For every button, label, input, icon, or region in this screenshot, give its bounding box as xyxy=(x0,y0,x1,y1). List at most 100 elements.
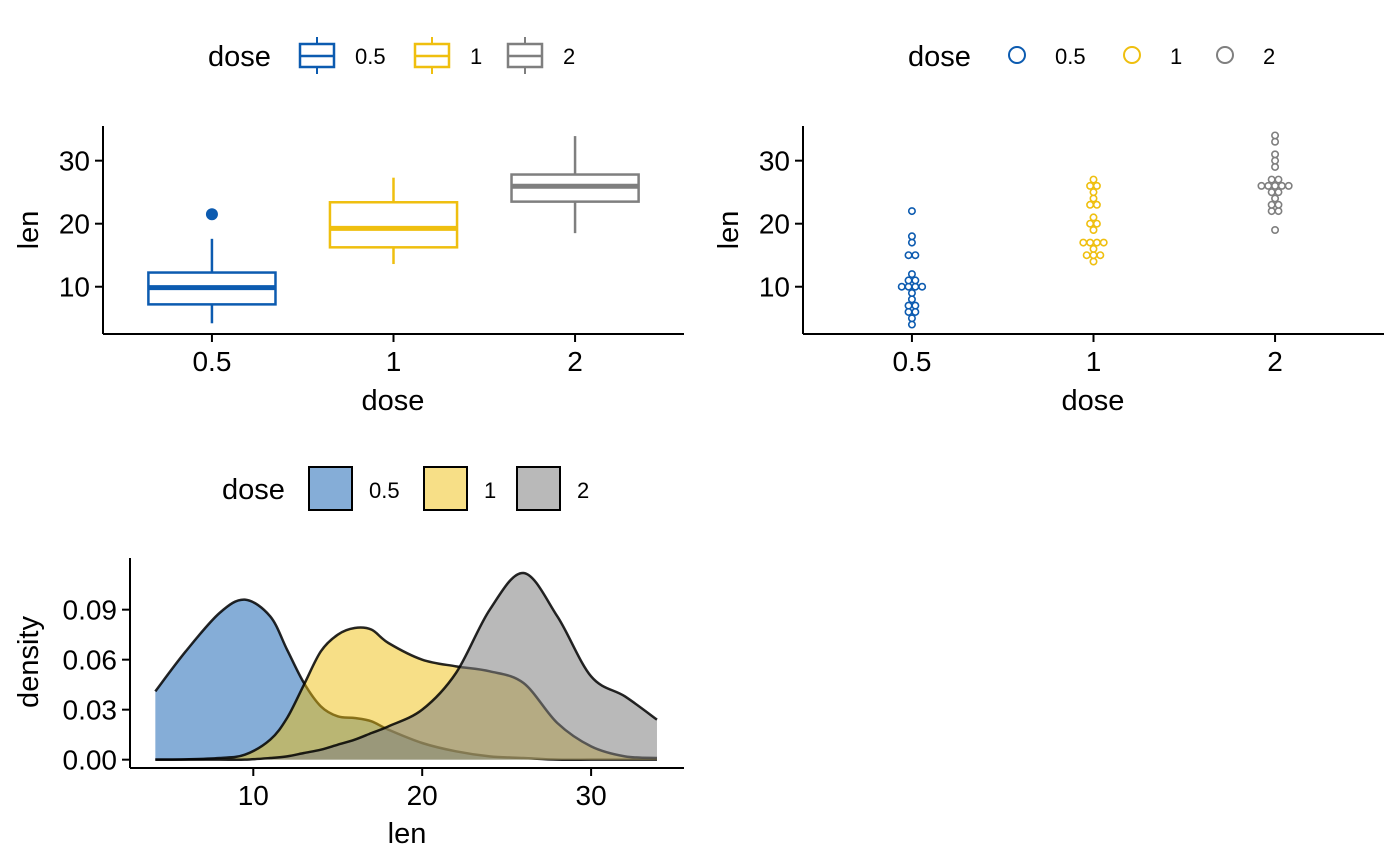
legend-label: 1 xyxy=(1170,44,1182,69)
dot-point xyxy=(904,276,913,285)
legend-label: 2 xyxy=(563,44,575,69)
dot-point xyxy=(1271,162,1280,171)
boxplot-marks xyxy=(147,136,640,324)
y-ticks: 10 20 30 xyxy=(759,146,803,303)
density-panel: dose 0.5 1 2 0.00 0.03 0.06 0.09 10 20 30 len… xyxy=(13,466,684,850)
x-axis-title: dose xyxy=(1062,385,1125,417)
dotplot-marks xyxy=(897,131,1293,329)
dot-point xyxy=(1271,131,1280,140)
dot-point xyxy=(904,251,913,260)
legend-label: 0.5 xyxy=(369,478,400,503)
dot-point xyxy=(907,289,916,298)
legend-label: 2 xyxy=(577,478,589,503)
x-ticks: 0.5 1 2 xyxy=(892,334,1283,377)
legend-key-1 xyxy=(1123,46,1141,64)
x-tick-label: 1 xyxy=(386,346,402,377)
dot-point xyxy=(907,295,916,304)
dot-point xyxy=(1099,238,1108,247)
dot-point xyxy=(1092,200,1101,209)
dot-point xyxy=(1089,188,1098,197)
x-axis-title: dose xyxy=(362,385,425,417)
dot-point xyxy=(1089,244,1098,253)
dot-point xyxy=(1267,200,1276,209)
dot-point xyxy=(907,320,916,329)
boxplot-panel: dose 0.5 1 2 xyxy=(13,37,684,417)
dot-point xyxy=(907,232,916,241)
dot-point xyxy=(1086,238,1095,247)
density-area-0.5 xyxy=(155,599,657,760)
dot-point xyxy=(1271,181,1280,190)
dot-point xyxy=(907,270,916,279)
dot-point xyxy=(1079,238,1088,247)
legend-key-0.5 xyxy=(308,466,353,511)
y-tick-label: 0.00 xyxy=(63,745,118,776)
y-tick-label: 0.09 xyxy=(63,595,118,626)
y-tick-label: 0.03 xyxy=(63,695,118,726)
x-ticks: 10 20 30 xyxy=(238,768,607,811)
dot-point xyxy=(907,238,916,247)
dot-point xyxy=(1089,251,1098,260)
dot-point xyxy=(1092,181,1101,190)
box-1 xyxy=(328,201,459,249)
dot-point xyxy=(897,282,906,291)
dotplot-legend: dose 0.5 1 2 xyxy=(908,41,1275,73)
x-tick-label: 20 xyxy=(407,780,438,811)
dot-point xyxy=(1089,194,1098,203)
dot-point xyxy=(907,314,916,323)
legend-label: 2 xyxy=(1263,44,1275,69)
dot-point xyxy=(911,282,920,291)
dotplot-panel: dose 0.5 1 2 10 20 30 0.5 1 2 dose len xyxy=(713,41,1384,417)
dot-point xyxy=(911,276,920,285)
dot-point xyxy=(1089,175,1098,184)
legend-key-2 xyxy=(1216,46,1234,64)
dot-point xyxy=(1277,181,1286,190)
x-tick-label: 0.5 xyxy=(892,346,931,377)
legend-label: 0.5 xyxy=(1055,44,1086,69)
dot-point xyxy=(1096,251,1105,260)
x-tick-label: 2 xyxy=(567,346,583,377)
dot-point xyxy=(904,307,913,316)
dot-point xyxy=(904,301,913,310)
y-tick-label: 30 xyxy=(59,146,90,177)
y-ticks: 0.00 0.03 0.06 0.09 xyxy=(63,595,130,776)
dot-point xyxy=(1274,188,1283,197)
x-tick-label: 2 xyxy=(1267,346,1283,377)
dot-point xyxy=(1086,219,1095,228)
legend-key-0.5 xyxy=(1008,46,1026,64)
y-tick-label: 0.06 xyxy=(63,645,118,676)
y-ticks: 10 20 30 xyxy=(59,146,103,303)
y-axis-title: density xyxy=(13,616,45,708)
legend-title: dose xyxy=(222,474,285,506)
legend-label: 1 xyxy=(470,44,482,69)
outlier-point xyxy=(205,208,218,221)
y-axis-title: len xyxy=(13,211,45,250)
y-tick-label: 20 xyxy=(59,209,90,240)
x-tick-label: 10 xyxy=(238,780,269,811)
legend-title: dose xyxy=(908,41,971,73)
boxplot-legend: dose 0.5 1 2 xyxy=(208,37,575,74)
y-tick-label: 30 xyxy=(759,146,790,177)
dot-point xyxy=(1271,226,1280,235)
dot-point xyxy=(1271,194,1280,203)
dot-point xyxy=(918,282,927,291)
legend-title: dose xyxy=(208,41,271,73)
dot-point xyxy=(1271,150,1280,159)
legend-key-2 xyxy=(516,466,561,511)
dot-point xyxy=(1274,207,1283,216)
dot-point xyxy=(911,251,920,260)
dot-point xyxy=(1264,181,1273,190)
dot-point xyxy=(1089,226,1098,235)
dot-point xyxy=(911,301,920,310)
dot-point xyxy=(1267,175,1276,184)
dot-point xyxy=(1271,137,1280,146)
x-tick-label: 0.5 xyxy=(192,346,231,377)
legend-key-1 xyxy=(423,466,468,511)
dot-point xyxy=(1274,200,1283,209)
density-marks xyxy=(154,571,658,762)
y-tick-label: 10 xyxy=(759,272,790,303)
y-tick-label: 10 xyxy=(59,272,90,303)
dot-point xyxy=(1271,156,1280,165)
legend-key-0.5 xyxy=(298,37,336,74)
dot-point xyxy=(1257,181,1266,190)
